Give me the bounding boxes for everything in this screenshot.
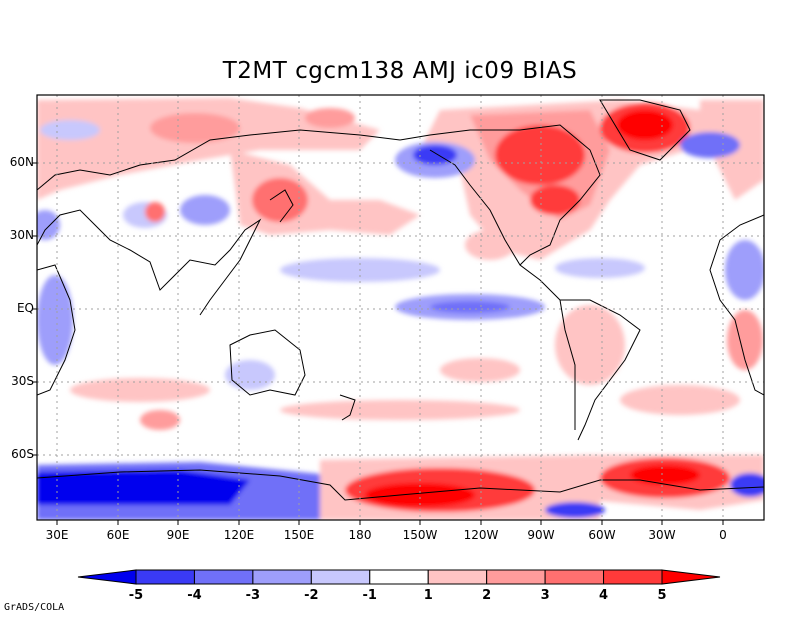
warm-core-arctic-russia bbox=[305, 108, 355, 128]
warm-core-weddell-inner bbox=[630, 465, 700, 485]
lat-label-60n: 60N bbox=[9, 155, 34, 169]
colorbar-box-6 bbox=[427, 569, 488, 585]
warm-core-hudson bbox=[495, 125, 585, 185]
warm-core-greenland-inner bbox=[617, 110, 673, 140]
lon-label-0: 0 bbox=[719, 528, 727, 542]
lon-label-90w: 90W bbox=[527, 528, 555, 542]
warm-band-southern-mid bbox=[280, 400, 520, 420]
colorbar-label-0: -5 bbox=[128, 588, 144, 603]
coastlines bbox=[37, 99, 764, 501]
cold-spot-africa-west bbox=[725, 240, 764, 300]
lon-label-120w: 120W bbox=[463, 528, 499, 542]
colorbar-label-2: -3 bbox=[245, 588, 261, 603]
cold-spot-west-europe bbox=[37, 210, 60, 240]
lon-label-60w: 60W bbox=[588, 528, 616, 542]
cold-core-antarctica-east bbox=[37, 470, 250, 505]
credit-text: GrADS/COLA bbox=[4, 602, 65, 613]
lat-label-30n: 30N bbox=[9, 228, 34, 242]
warm-spot-central-asia bbox=[145, 202, 165, 222]
colorbar-arrow-left bbox=[77, 569, 137, 585]
cold-core-north-atlantic bbox=[680, 132, 740, 158]
warm-spot-south-america bbox=[555, 305, 625, 385]
warm-spot-south-pacific bbox=[440, 358, 520, 382]
plot-title: T2MT cgcm138 AMJ ic09 BIAS bbox=[222, 58, 578, 84]
colorbar-label-8: 4 bbox=[599, 588, 609, 603]
colorbar-label-7: 3 bbox=[540, 588, 550, 603]
colorbar-label-1: -4 bbox=[187, 588, 202, 603]
bias-field bbox=[37, 95, 764, 520]
colorbar-label-3: -2 bbox=[304, 588, 319, 603]
cold-band-atlantic bbox=[555, 258, 645, 278]
cold-core-west-antarctica bbox=[545, 502, 605, 518]
colorbar-label-9: 5 bbox=[657, 588, 667, 603]
lat-label-30s: 30S bbox=[11, 374, 34, 388]
warm-core-ross-sea-inner bbox=[365, 483, 475, 507]
cold-spot-australia bbox=[225, 360, 275, 390]
colorbar-arrow-right bbox=[661, 569, 721, 585]
colorbar-box-3 bbox=[252, 569, 312, 585]
lat-label-60s: 60S bbox=[11, 447, 34, 461]
colorbar-box-8 bbox=[544, 569, 605, 585]
colorbar-label-6: 2 bbox=[482, 588, 492, 603]
colorbar-box-2 bbox=[193, 569, 254, 585]
lon-label-150w: 150W bbox=[402, 528, 438, 542]
grid-lines bbox=[37, 95, 764, 520]
cold-spot-africa-east bbox=[37, 275, 73, 365]
warm-spot-mexico bbox=[465, 230, 515, 260]
cold-core-antarctica-edge bbox=[730, 473, 764, 497]
warm-spot-south-indian bbox=[70, 378, 210, 402]
warm-region-north-eurasia bbox=[37, 98, 380, 200]
colorbar-box-1 bbox=[135, 569, 195, 585]
colorbar-box-7 bbox=[486, 569, 546, 585]
colorbar-label-5: 1 bbox=[423, 588, 433, 603]
axis-ticks bbox=[32, 162, 724, 525]
cold-core-equatorial-pacific bbox=[430, 301, 510, 313]
colorbar-box-4 bbox=[310, 569, 371, 585]
warm-core-labrador bbox=[530, 185, 580, 215]
lon-label-30w: 30W bbox=[648, 528, 676, 542]
colorbar bbox=[77, 569, 721, 585]
warm-core-japan bbox=[252, 178, 308, 222]
lon-label-60e: 60E bbox=[106, 528, 130, 542]
lon-label-150e: 150E bbox=[283, 528, 315, 542]
lat-label-eq: EQ bbox=[16, 301, 34, 315]
lon-label-90e: 90E bbox=[166, 528, 190, 542]
cold-spot-asia-1 bbox=[180, 195, 230, 225]
lon-label-120e: 120E bbox=[223, 528, 255, 542]
colorbar-label-4: -1 bbox=[362, 588, 377, 603]
lon-label-30e: 30E bbox=[45, 528, 69, 542]
warm-core-south-indian bbox=[140, 410, 180, 430]
map-frame bbox=[36, 94, 765, 521]
colorbar-box-5 bbox=[369, 569, 429, 585]
warm-core-siberia bbox=[150, 113, 240, 143]
warm-spot-south-atlantic bbox=[620, 385, 740, 415]
lon-label-180: 180 bbox=[348, 528, 372, 542]
colorbar-box-9 bbox=[603, 569, 663, 585]
cold-spot-scandinavia bbox=[40, 120, 100, 140]
